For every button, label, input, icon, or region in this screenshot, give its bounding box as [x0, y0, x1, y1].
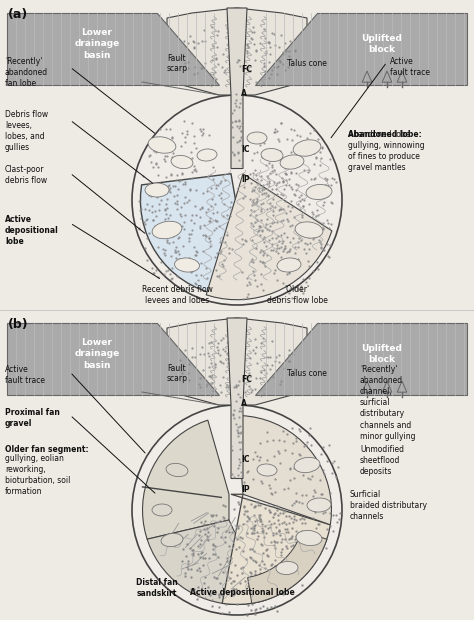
- Ellipse shape: [197, 149, 217, 161]
- Text: (a): (a): [8, 8, 28, 21]
- Polygon shape: [255, 13, 467, 85]
- Text: FC: FC: [241, 66, 252, 74]
- Ellipse shape: [307, 498, 331, 512]
- Text: IP: IP: [241, 174, 250, 184]
- Text: Talus cone: Talus cone: [287, 368, 327, 378]
- Text: IC: IC: [241, 455, 249, 464]
- Ellipse shape: [280, 155, 304, 169]
- Circle shape: [132, 95, 342, 305]
- Text: A: A: [241, 399, 247, 407]
- Polygon shape: [140, 174, 252, 296]
- Ellipse shape: [152, 504, 172, 516]
- Text: Abandoned lobe:: Abandoned lobe:: [348, 130, 422, 139]
- Text: Surficial
braided distributary
channels: Surficial braided distributary channels: [350, 490, 427, 521]
- Text: 'Recently'
abandoned
fan lobe: 'Recently' abandoned fan lobe: [5, 57, 48, 88]
- Ellipse shape: [152, 221, 182, 239]
- Ellipse shape: [293, 140, 321, 156]
- Ellipse shape: [295, 222, 323, 238]
- Text: IC: IC: [241, 145, 249, 154]
- Polygon shape: [147, 520, 266, 604]
- Ellipse shape: [261, 148, 283, 162]
- Ellipse shape: [306, 184, 332, 200]
- Text: Older fan segment:: Older fan segment:: [5, 445, 89, 454]
- Polygon shape: [255, 323, 467, 395]
- Polygon shape: [227, 318, 247, 479]
- Text: Talus cone: Talus cone: [287, 58, 327, 68]
- Text: Fault
scarp: Fault scarp: [166, 363, 188, 383]
- Text: A: A: [241, 89, 247, 97]
- Text: Active
fault trace: Active fault trace: [5, 365, 45, 385]
- Text: Active depositional lobe: Active depositional lobe: [190, 588, 294, 597]
- Text: Recent debris flow
levees and lobes: Recent debris flow levees and lobes: [142, 285, 212, 305]
- Text: gullying, eolian
reworking,
bioturbation, soil
formation: gullying, eolian reworking, bioturbation…: [5, 454, 70, 496]
- Text: Active
depositional
lobe: Active depositional lobe: [5, 215, 59, 246]
- Polygon shape: [167, 318, 307, 405]
- Polygon shape: [227, 8, 247, 169]
- Text: Distal fan
sandskirt: Distal fan sandskirt: [136, 578, 178, 598]
- Ellipse shape: [247, 132, 267, 144]
- Ellipse shape: [161, 533, 183, 547]
- Text: 'Older'
debris flow lobe: 'Older' debris flow lobe: [266, 285, 328, 305]
- Text: Lower
drainage
basin: Lower drainage basin: [74, 339, 119, 370]
- Ellipse shape: [174, 258, 200, 272]
- Text: (b): (b): [8, 318, 28, 331]
- Polygon shape: [167, 8, 307, 95]
- Polygon shape: [237, 415, 331, 525]
- Ellipse shape: [166, 463, 188, 477]
- Ellipse shape: [277, 258, 301, 272]
- Ellipse shape: [294, 458, 320, 472]
- Polygon shape: [222, 494, 330, 604]
- Ellipse shape: [171, 156, 193, 169]
- Text: Debris flow
levees,
lobes, and
gullies: Debris flow levees, lobes, and gullies: [5, 110, 48, 153]
- Text: Active
fault trace: Active fault trace: [390, 57, 430, 77]
- Ellipse shape: [145, 183, 169, 197]
- Text: Proximal fan
gravel: Proximal fan gravel: [5, 408, 60, 428]
- Polygon shape: [248, 531, 327, 603]
- Ellipse shape: [257, 464, 277, 476]
- Text: Uplifted
block: Uplifted block: [362, 344, 402, 364]
- Polygon shape: [7, 323, 219, 395]
- Text: Abandoned lobe:
gullying, winnowing
of fines to produce
gravel mantles: Abandoned lobe: gullying, winnowing of f…: [348, 130, 425, 172]
- Circle shape: [132, 405, 342, 615]
- Text: 'Recently'
abandoned
channel,
surficial
distributary
channels and
minor gullying: 'Recently' abandoned channel, surficial …: [360, 365, 416, 441]
- Text: Lower
drainage
basin: Lower drainage basin: [74, 29, 119, 60]
- Text: Fault
scarp: Fault scarp: [166, 53, 188, 73]
- Text: FC: FC: [241, 376, 252, 384]
- Polygon shape: [7, 13, 219, 85]
- Ellipse shape: [276, 562, 298, 575]
- Ellipse shape: [148, 137, 176, 153]
- Polygon shape: [206, 174, 332, 299]
- Ellipse shape: [296, 531, 322, 546]
- Text: Uplifted
block: Uplifted block: [362, 34, 402, 54]
- Text: IP: IP: [241, 484, 250, 494]
- Text: Unmodified
sheetflood
deposits: Unmodified sheetflood deposits: [360, 445, 404, 476]
- Text: Clast-poor
debris flow: Clast-poor debris flow: [5, 165, 47, 185]
- Polygon shape: [143, 420, 229, 539]
